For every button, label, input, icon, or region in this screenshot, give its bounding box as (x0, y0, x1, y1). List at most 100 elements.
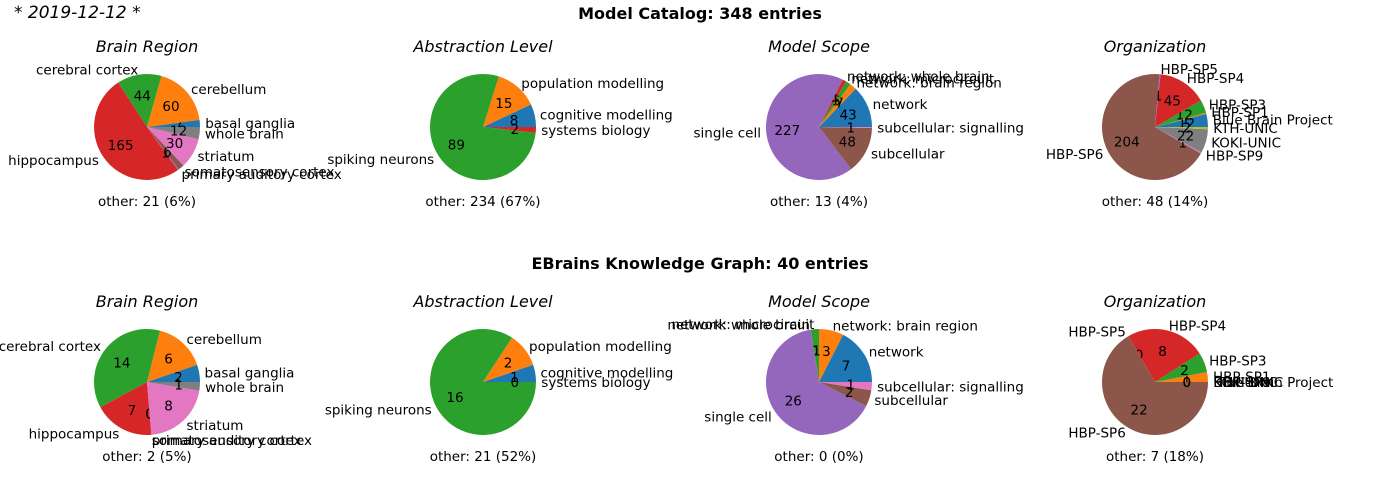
pie-slice (483, 104, 536, 127)
slice-label: systems biology (541, 375, 650, 391)
pie-slice (819, 334, 872, 382)
slice-value-label: 1 (1178, 136, 1187, 152)
slice-label: spiking neurons (325, 403, 432, 419)
slice-label: cerebral cortex (0, 339, 101, 355)
slice-value-label: 8 (1158, 344, 1167, 360)
slice-label: KOKI-UNIC (1213, 375, 1283, 391)
slice-value-label: 5 (832, 94, 841, 110)
slice-label: network: brain region (833, 318, 978, 334)
slice-value-label: 14 (113, 356, 130, 372)
pie-slice (1101, 74, 1201, 181)
slice-value-label: 3 (822, 344, 831, 360)
chart-title: Model Scope (768, 292, 870, 311)
slice-label: somatosensory cortex (152, 433, 302, 449)
pie-slice (819, 127, 872, 170)
pie-slice (1155, 74, 1201, 127)
pie-chart: Brain Region basal ganglia 2 cerebellum 6 cer… (0, 292, 312, 465)
slice-value-label: 60 (162, 99, 179, 115)
slice-label: somatosensory cortex (185, 165, 335, 181)
slice-label: population modelling (521, 76, 664, 92)
pie-chart: Abstraction Level cognitive modelling 8 pop… (327, 37, 672, 210)
pie-slice (819, 127, 872, 128)
slice-label: striatum (187, 418, 244, 434)
slice-label: subcellular: signalling (877, 380, 1024, 396)
slice-label: whole brain (205, 380, 284, 396)
pie-slice (819, 84, 856, 127)
slice-value-label: 26 (785, 394, 802, 410)
slice-value-label: 0 (511, 375, 520, 391)
slice-value-label: 7 (835, 96, 844, 112)
slice-value-label: 44 (134, 89, 151, 105)
slice-value-label: 2 (1183, 121, 1192, 137)
slice-label: basal ganglia (205, 365, 295, 381)
slice-value-label: 2 (174, 370, 183, 386)
pie-chart: Organization Blue Brain Project 0 HBP-SP1 1 H… (1068, 292, 1333, 465)
pie-slice (819, 382, 872, 391)
slice-value-label: 89 (448, 137, 465, 153)
pie-slice (483, 337, 534, 382)
slice-label: subcellular (871, 146, 945, 162)
slice-value-label: 1 (510, 370, 519, 386)
slice-value-label: 7 (174, 118, 183, 134)
slice-label: HBP-SP4 (1169, 318, 1226, 334)
pie-slice (1102, 336, 1208, 435)
slice-label: network: brain region (857, 75, 1002, 91)
slice-label: single cell (704, 409, 772, 425)
slice-label: HBP-SP4 (1187, 71, 1244, 87)
pie-chart: Brain Region basal ganglia 7 cerebellum 60 ce… (8, 37, 342, 210)
pie-slice (429, 328, 536, 435)
slice-value-label: 0 (1183, 375, 1192, 391)
pie-slice (1155, 74, 1161, 127)
slice-value-label: 8 (164, 398, 173, 414)
slice-value-label: 2 (504, 356, 513, 372)
pie-slice (147, 382, 200, 435)
snapshot-date: * 2019-12-12 * (14, 3, 141, 23)
slice-value-label: 1 (812, 343, 821, 359)
slice-label: cerebellum (191, 82, 266, 98)
other-count-label: other: 7 (18%) (1106, 449, 1204, 465)
other-count-label: other: 0 (0%) (774, 449, 863, 465)
slice-value-label: 0 (145, 407, 154, 423)
pie-chart: Model Scope network 43 network: brain regio… (694, 37, 1024, 210)
pie-slice (147, 330, 198, 382)
slice-value-label: 22 (1131, 403, 1148, 419)
slice-label: spiking neurons (327, 152, 434, 168)
pie-chart: Model Scope network 7 network: brain region… (667, 292, 1023, 465)
slice-value-label: 7 (842, 358, 851, 374)
chart-title: Brain Region (96, 292, 199, 311)
slice-value-label: 2 (845, 385, 854, 401)
other-count-label: other: 21 (6%) (98, 194, 196, 210)
slice-value-label: 4 (830, 92, 839, 108)
chart-title: Model Scope (768, 37, 870, 56)
slice-value-label: 227 (774, 123, 800, 139)
slice-label: HBP-SP5 (1068, 325, 1125, 341)
chart-title: Brain Region (96, 37, 199, 56)
slice-value-label: 8 (510, 113, 519, 129)
pie-slice (1155, 127, 1202, 154)
pie-slice (147, 127, 199, 166)
chart-title: Organization (1104, 37, 1207, 56)
slice-label: primary auditory cortex (182, 167, 342, 183)
slice-label: HBP-SP9 (1206, 149, 1263, 165)
pie-slice (147, 127, 184, 170)
pie-chart: Abstraction Level cognitive modelling 1 pop… (325, 292, 674, 465)
slice-value-label: 15 (495, 96, 512, 112)
pie-slice (819, 79, 847, 127)
slice-label: systems biology (541, 123, 650, 139)
slice-label: basal ganglia (205, 116, 295, 132)
slice-label: network: whole brain (667, 317, 810, 333)
slice-label: hippocampus (29, 426, 120, 442)
pie-slice (1155, 100, 1207, 127)
chart-title: Abstraction Level (412, 292, 553, 311)
slice-value-label: 1 (847, 120, 856, 136)
slice-label: population modelling (529, 339, 672, 355)
pie-slice (147, 76, 200, 127)
slice-value-label: 1 (174, 378, 183, 394)
pie-slice (819, 88, 873, 127)
slice-label: HBP-SP6 (1068, 426, 1125, 442)
slice-label: Blue Brain Project (1213, 113, 1333, 129)
slice-value-label: 48 (839, 134, 856, 150)
slice-value-label: 6 (163, 144, 172, 160)
